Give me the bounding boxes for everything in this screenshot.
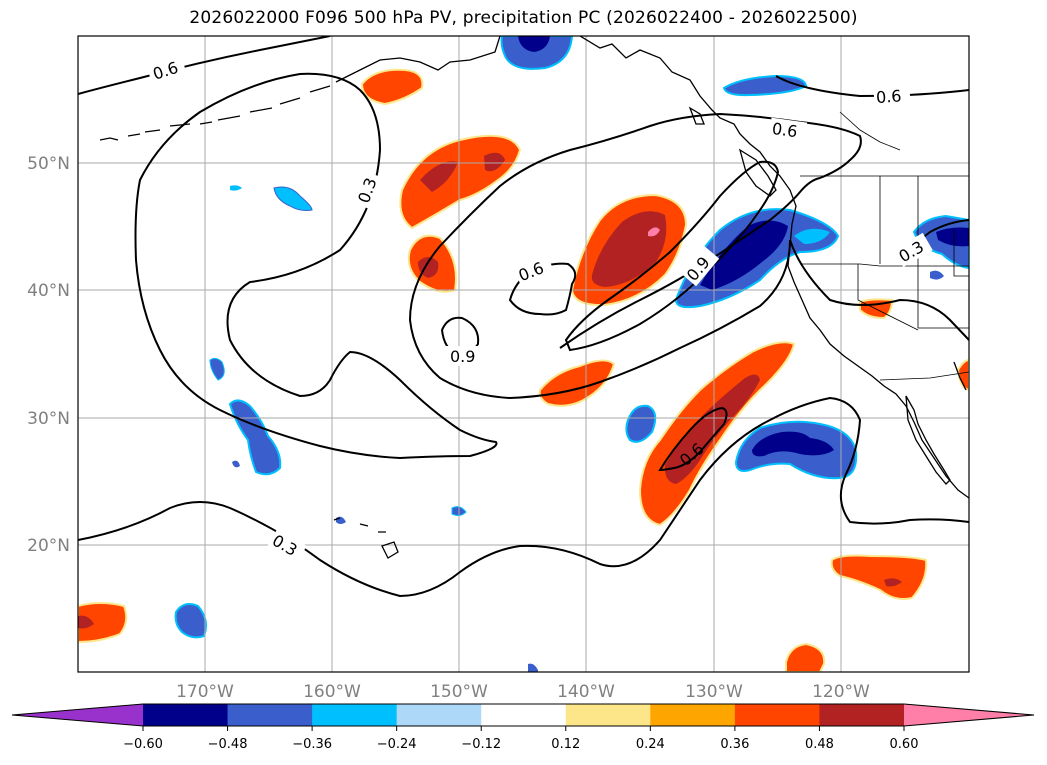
precip-positive-area — [648, 227, 660, 237]
precip-negative-area — [752, 431, 834, 457]
contour-label: 0.6 — [771, 119, 799, 141]
precip-positive-area — [591, 211, 667, 287]
colorbar-tick-label: 0.48 — [805, 737, 834, 752]
colorbar-tick-label: −0.12 — [461, 737, 501, 752]
colorbar-extend-high — [904, 704, 1034, 726]
pv-contour-line — [134, 72, 498, 460]
colorbar-swatch — [481, 704, 567, 726]
precip-negative-area — [936, 227, 969, 247]
colorbar-swatch — [396, 704, 482, 726]
colorbar: −0.60 −0.48 −0.36 −0.24 −0.12 0.12 0.24 0.36 0.4… — [11, 703, 1035, 752]
precip-negative-area — [625, 404, 657, 443]
colorbar-swatch — [650, 704, 736, 726]
colorbar-swatch — [227, 704, 313, 726]
map-background — [78, 36, 969, 672]
precip-positive-area — [420, 161, 458, 192]
latitude-labels: 50°N 40°N 30°N 20°N — [27, 154, 70, 556]
pv-contour-line — [78, 36, 331, 95]
colorbar-tick-label: 0.36 — [720, 737, 749, 752]
precip-positive-area — [956, 358, 969, 392]
precip-positive-area — [664, 374, 760, 484]
colorbar-swatch — [565, 704, 651, 726]
precip-negative-area — [230, 185, 242, 191]
colorbar-swatch — [819, 704, 905, 726]
map-title: 2026022000 F096 500 hPa PV, precipitatio… — [189, 8, 858, 28]
colorbar-tick-label: 0.24 — [636, 737, 665, 752]
pv-contour-line — [775, 75, 969, 98]
precip-negative-area — [794, 228, 830, 244]
colorbar-swatch — [312, 704, 398, 726]
precip-negative-area — [273, 186, 313, 211]
pv-contour-line — [658, 406, 728, 472]
precip-negative-area — [209, 357, 225, 381]
colorbar-tick-label: −0.48 — [208, 737, 248, 752]
colorbar-tick-label: −0.24 — [377, 737, 417, 752]
political-borders — [800, 111, 969, 381]
precip-positive-area — [538, 359, 616, 407]
colorbar-swatch — [734, 704, 820, 726]
colorbar-swatch — [143, 704, 229, 726]
lat-label: 20°N — [27, 536, 70, 556]
precip-positive-area — [78, 602, 128, 644]
pv-contour-line — [789, 239, 969, 341]
contour-label: 0.6 — [875, 86, 902, 107]
lon-label: 140°W — [557, 682, 615, 702]
precip-negative-area — [528, 663, 538, 672]
contour-label: 0.9 — [450, 347, 475, 366]
colorbar-tick-label: −0.60 — [123, 737, 163, 752]
lon-label: 130°W — [685, 682, 743, 702]
precip-negative-area — [232, 460, 240, 468]
precip-negative-area — [930, 270, 944, 280]
precip-negative-area — [700, 220, 788, 290]
map-frame — [77, 35, 970, 673]
lon-label: 150°W — [430, 682, 488, 702]
lat-label: 40°N — [27, 281, 70, 301]
lat-label: 30°N — [27, 409, 70, 429]
precip-positive-area — [785, 642, 826, 672]
precip-positive-area — [884, 578, 902, 587]
lon-label: 120°W — [812, 682, 870, 702]
precip-positive-area — [484, 152, 505, 172]
colorbar-tick-label: −0.36 — [292, 737, 332, 752]
lat-label: 50°N — [27, 154, 70, 174]
colorbar-tick-label: 0.12 — [551, 737, 580, 752]
precip-positive-area — [360, 68, 424, 106]
colorbar-tick-label: 0.60 — [890, 737, 919, 752]
precip-negative-area — [500, 36, 574, 70]
precip-anomaly-fill — [78, 36, 969, 672]
precip-positive-area — [78, 615, 94, 629]
precip-negative-area — [228, 399, 282, 476]
longitude-labels: 170°W 160°W 150°W 140°W 130°W 120°W — [176, 682, 870, 702]
coastlines — [99, 36, 969, 559]
colorbar-extend-low — [12, 704, 143, 726]
precip-negative-area — [174, 603, 207, 639]
lon-label: 170°W — [176, 682, 234, 702]
pv-contour-line — [564, 160, 780, 352]
lon-label: 160°W — [303, 682, 361, 702]
contour-labels: 0.6 0.6 0.6 0.3 0.6 0.9 0.9 0.3 0.6 0.3 — [145, 52, 933, 564]
precip-negative-area — [518, 36, 550, 52]
precip-positive-area — [830, 554, 928, 600]
